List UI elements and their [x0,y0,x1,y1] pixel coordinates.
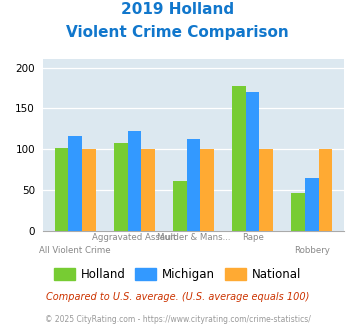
Text: Murder & Mans...: Murder & Mans... [157,233,230,242]
Bar [232,86,246,231]
Bar [173,181,187,231]
Text: Robbery: Robbery [294,246,330,255]
Bar [260,149,273,231]
Legend: Holland, Michigan, National: Holland, Michigan, National [49,263,306,286]
Bar [141,149,155,231]
Text: Rape: Rape [242,233,263,242]
Text: Aggravated Assault: Aggravated Assault [92,233,176,242]
Bar [114,143,127,231]
Text: All Violent Crime: All Violent Crime [39,246,111,255]
Bar [127,131,141,231]
Bar [305,178,319,231]
Bar [319,149,332,231]
Text: Compared to U.S. average. (U.S. average equals 100): Compared to U.S. average. (U.S. average … [46,292,309,302]
Bar [291,193,305,231]
Bar [200,149,214,231]
Bar [69,136,82,231]
Bar [246,92,260,231]
Bar [82,149,95,231]
Text: Violent Crime Comparison: Violent Crime Comparison [66,25,289,40]
Text: 2019 Holland: 2019 Holland [121,2,234,16]
Text: © 2025 CityRating.com - https://www.cityrating.com/crime-statistics/: © 2025 CityRating.com - https://www.city… [45,315,310,324]
Bar [55,148,68,231]
Bar [187,140,200,231]
